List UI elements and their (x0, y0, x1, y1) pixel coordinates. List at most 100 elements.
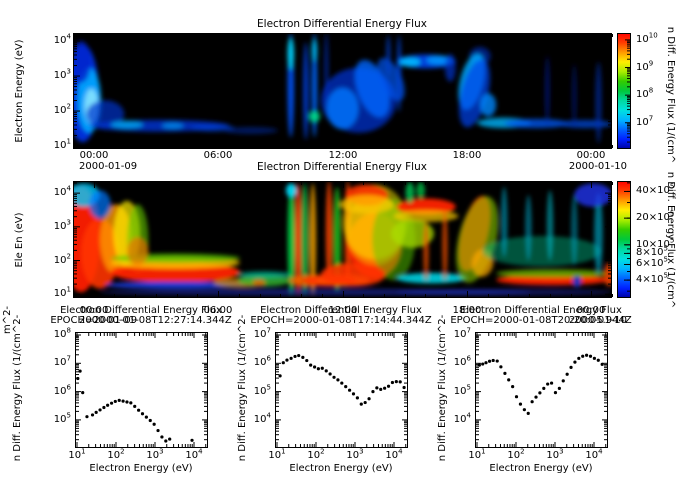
x-tick-label: 102 (307, 447, 325, 461)
scatter3-subtitle: EPOCH=2000-01-08T20:20:05.944Z (450, 315, 632, 326)
flux-feature (393, 210, 459, 222)
scatter-plot-2-area[interactable] (275, 332, 408, 448)
colorbar1-label: n Diff. Energy Flux (1/(cm^ (665, 26, 676, 164)
scatter3-y-axis-label: n Diff. Energy Flux (1/(cm^2- (437, 314, 448, 462)
time-tick-label: 18:00 (452, 150, 482, 161)
flux-feature (285, 183, 297, 198)
scatter3-title: Electron Differential Energy Flux (460, 305, 622, 316)
panel1-title: Electron Differential Energy Flux (257, 17, 427, 30)
date-label-right: 2000-01-10 (568, 315, 627, 326)
flux-feature (574, 183, 612, 207)
colorbar-tick-label: 109 (636, 59, 654, 73)
scatter2-y-axis-label: n Diff. Energy Flux (1/(cm^2- (237, 314, 248, 462)
colorbar-tick-label: 6×105 (636, 256, 668, 270)
flux-feature (572, 64, 577, 130)
scatter1-y-axis-label: n Diff. Energy Flux (1/(cm^2- (12, 314, 23, 462)
time-tick-label: 06:00 (203, 150, 233, 161)
flux-feature (126, 237, 149, 266)
flux-feature (500, 186, 508, 258)
flux-feature (444, 53, 456, 82)
colorbar-1 (617, 33, 631, 149)
flux-feature (252, 279, 266, 287)
y-tick-label: 102 (53, 252, 71, 266)
colorbar-tick-label: 8×105 (636, 245, 668, 259)
x-tick-label: 101 (468, 447, 486, 461)
flux-feature (110, 120, 144, 129)
flux-feature (496, 269, 610, 278)
colorbar-2 (617, 181, 631, 298)
spectrogram-panel-1[interactable] (73, 33, 612, 149)
flux-feature (571, 195, 578, 266)
date-label-left: 2000-01-09 (79, 315, 138, 326)
x-tick-label: 104 (385, 447, 403, 461)
flux-feature (326, 87, 359, 130)
y-tick-label: 107 (453, 326, 471, 340)
flux-feature (287, 37, 294, 71)
y-tick-label: 105 (53, 411, 71, 425)
y-tick-label: 101 (53, 137, 71, 152)
y-tick-label: 101 (53, 285, 71, 300)
y-tick-label: 104 (453, 411, 471, 425)
y-tick-label: 107 (253, 326, 271, 340)
y-tick-label: 106 (253, 354, 271, 369)
flux-feature (525, 195, 532, 261)
flux-feature (320, 262, 386, 287)
x-tick-label: 102 (107, 447, 125, 461)
x-tick-label: 103 (546, 447, 564, 461)
flux-feature (572, 275, 582, 288)
flux-feature (386, 35, 391, 78)
flux-feature (396, 272, 467, 284)
colorbar-tick-label: 108 (636, 86, 654, 101)
colorbar-tick-label: 1010 (636, 31, 658, 45)
flux-feature (558, 120, 612, 129)
flux-feature (416, 182, 425, 199)
spectrogram-image-1 (73, 33, 612, 149)
panel1-y-axis-label: Electron Energy (eV) (14, 39, 25, 143)
x-tick-label: 101 (68, 447, 86, 461)
flux-feature (546, 190, 554, 261)
y-tick-label: 103 (53, 67, 71, 82)
y-tick-label: 105 (453, 383, 471, 397)
flux-feature (482, 235, 602, 267)
x-tick-label: 104 (585, 447, 603, 461)
colorbar-tick-label: 20×105 (636, 209, 675, 224)
flux-feature (545, 56, 550, 126)
colorbar-tick-label: 10×105 (636, 236, 675, 250)
x-tick-label: 103 (146, 447, 164, 461)
flux-feature (311, 38, 318, 62)
y-tick-label: 108 (53, 326, 71, 340)
flux-feature (595, 62, 602, 144)
scatter2-title: Electron Differential Energy Flux (260, 305, 422, 316)
y-tick-label: 106 (453, 354, 471, 369)
date-label-left: 2000-01-09 (79, 161, 138, 172)
scatter2-subtitle: EPOCH=2000-01-08T17:14:44.344Z (250, 315, 432, 326)
x-tick-label: 103 (346, 447, 364, 461)
time-tick-label: 12:00 (328, 150, 358, 161)
panel2-y-axis-label: Ele En (eV) (14, 212, 25, 268)
colorbar-tick-label: 4×105 (636, 271, 668, 286)
flux-feature (399, 57, 421, 67)
flux-feature (237, 271, 292, 279)
flux-feature (223, 126, 278, 134)
flux-feature (339, 195, 394, 214)
scatter-plot-3-area[interactable] (475, 332, 608, 448)
y-tick-label: 106 (53, 383, 71, 397)
scatter-plot-1-area[interactable] (75, 332, 208, 448)
x-tick-label: 104 (185, 447, 203, 461)
y-tick-label: 103 (53, 218, 71, 232)
spectrogram-panel-2[interactable] (73, 181, 612, 298)
flux-feature (89, 190, 111, 219)
flux-feature (303, 42, 309, 140)
y-tick-label: 104 (53, 184, 71, 199)
flux-feature (309, 110, 320, 123)
colorbar-tick-label: 40×105 (636, 183, 675, 197)
y-tick-label: 104 (253, 411, 271, 425)
time-tick-label: 00:00 (79, 305, 109, 316)
x-tick-label: 102 (507, 447, 525, 461)
scatter1-title: Electron Differential Energy Flux (60, 305, 222, 316)
y-tick-label: 104 (53, 32, 71, 47)
time-tick-label: 00:00 (576, 150, 606, 161)
flux-feature (479, 93, 497, 117)
scatter1-subtitle: EPOCH=2000-01-08T12:27:14.344Z (50, 315, 232, 326)
y-tick-label: 105 (253, 383, 271, 397)
